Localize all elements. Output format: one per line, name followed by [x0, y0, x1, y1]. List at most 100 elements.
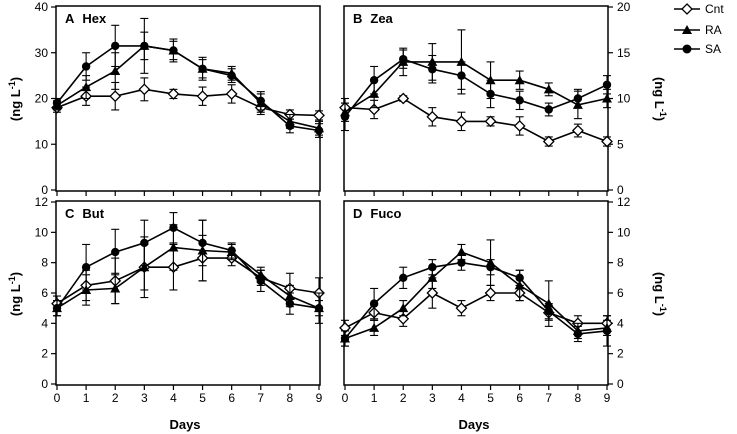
series-line-cnt [344, 97, 608, 143]
data-point-sa [285, 299, 295, 308]
y-tick-label-d: 4 [617, 316, 624, 330]
y-tick-label-a: 10 [35, 137, 49, 151]
x-tick-label-d: 1 [371, 391, 378, 405]
panel-name-c: But [82, 206, 104, 221]
x-tick-label-c: 1 [83, 391, 90, 405]
series-sa-c [52, 212, 324, 324]
y-tick-label-b: 5 [617, 137, 624, 151]
data-point-cnt [138, 83, 151, 96]
x-tick-label-c: 6 [228, 391, 235, 405]
series-cnt-b [339, 92, 613, 148]
x-tick-label-c: 3 [141, 391, 148, 405]
series-cnt-d [339, 277, 613, 337]
x-tick-label-c: 9 [316, 391, 323, 405]
panel-letter-a: A [65, 11, 75, 26]
panel-frame-a [55, 5, 321, 192]
panel-name-a: Hex [82, 11, 107, 26]
series-line-sa [56, 226, 320, 309]
data-point-cnt [542, 135, 555, 148]
data-point-sa [256, 276, 265, 286]
data-point-cnt [455, 302, 468, 315]
x-tick-label-d: 2 [400, 391, 407, 405]
data-point-ra [110, 66, 121, 76]
data-point-sa [369, 76, 379, 85]
series-line-ra [56, 246, 320, 309]
data-point-ra [369, 322, 380, 332]
panel-letter-d: D [353, 206, 362, 221]
data-point-cnt [513, 120, 526, 132]
data-point-sa [399, 54, 408, 64]
y-tick-label-b: 15 [617, 46, 631, 60]
y-axis-label-b: (ng L-1) [652, 77, 668, 121]
panel-a: 0 10 20 30 40 A Hex [35, 0, 325, 197]
data-point-ra [398, 303, 409, 313]
data-point-ra [168, 242, 179, 252]
data-point-sa [314, 303, 324, 313]
series-line-sa [344, 58, 608, 118]
data-point-sa [602, 80, 612, 89]
y-tick-label-d: 6 [617, 286, 624, 300]
panel-frame-c [55, 200, 321, 386]
x-axis-label-left: Days [169, 417, 200, 432]
panel-title-c: C But [65, 206, 105, 221]
legend-label-ra: RA [705, 23, 722, 37]
y-axis-label-a: (ng L-1) [7, 77, 23, 121]
x-tick-label-d: 5 [487, 391, 494, 405]
data-point-cnt [484, 287, 497, 299]
data-point-cnt [313, 109, 325, 122]
legend: Cnt RA SA [674, 2, 724, 56]
x-tick-label-d: 3 [429, 391, 436, 405]
data-point-cnt [571, 124, 584, 137]
series-line-ra [56, 45, 320, 129]
x-tick-label-c: 7 [257, 391, 264, 405]
panel-letter-b: B [353, 11, 362, 26]
series-line-cnt [344, 292, 607, 329]
series-line-sa [56, 45, 320, 132]
x-axis-label-right: Days [458, 417, 489, 432]
y-tick-label-c: 2 [41, 347, 48, 361]
data-point-ra [110, 283, 121, 293]
data-point-sa [515, 96, 524, 105]
data-point-ra [602, 93, 612, 103]
data-point-sa [314, 126, 324, 135]
data-point-sa [227, 71, 236, 80]
series-sa-d [340, 254, 612, 347]
data-point-sa [52, 303, 62, 313]
y-axis-label-c: (ng L-1) [7, 272, 23, 316]
series-ra-d [340, 239, 612, 347]
panel-b: 0 5 10 15 20 B Zea [339, 0, 631, 197]
x-tick-label-d: 7 [545, 391, 552, 405]
legend-label-cnt: Cnt [705, 2, 724, 16]
data-point-sa [198, 64, 207, 73]
data-point-sa [81, 263, 91, 272]
panel-frame-b [343, 5, 609, 192]
x-tick-label-d: 0 [342, 391, 349, 405]
data-point-sa [486, 89, 495, 99]
y-tick-label-d: 10 [617, 225, 631, 239]
y-tick-label-c: 0 [41, 377, 48, 391]
data-point-sa [428, 65, 437, 74]
x-axis-title-left: Days [169, 417, 200, 432]
x-tick-label-c: 2 [112, 391, 119, 405]
data-point-sa [457, 71, 466, 80]
data-point-ra [139, 262, 150, 272]
data-point-cnt [455, 115, 468, 128]
y-tick-label-c: 8 [41, 256, 48, 270]
series-line-cnt [56, 88, 320, 117]
y-tick-label-c: 10 [35, 225, 49, 239]
x-tick-label-c: 8 [287, 391, 294, 405]
y-tick-label-d: 0 [617, 377, 624, 391]
legend-label-sa: SA [705, 42, 721, 56]
data-point-sa [111, 247, 120, 257]
y-tick-label-a: 0 [41, 183, 48, 197]
y-axis-label-d: (ng L-1) [652, 272, 668, 316]
data-point-ra [456, 247, 467, 257]
data-point-ra [427, 272, 438, 282]
data-point-cnt [109, 90, 122, 103]
x-tick-label-c: 0 [54, 391, 61, 405]
x-tick-label-d: 9 [604, 391, 611, 405]
data-point-ra [543, 84, 554, 94]
data-point-sa [198, 238, 207, 248]
y-tick-label-c: 6 [41, 286, 48, 300]
